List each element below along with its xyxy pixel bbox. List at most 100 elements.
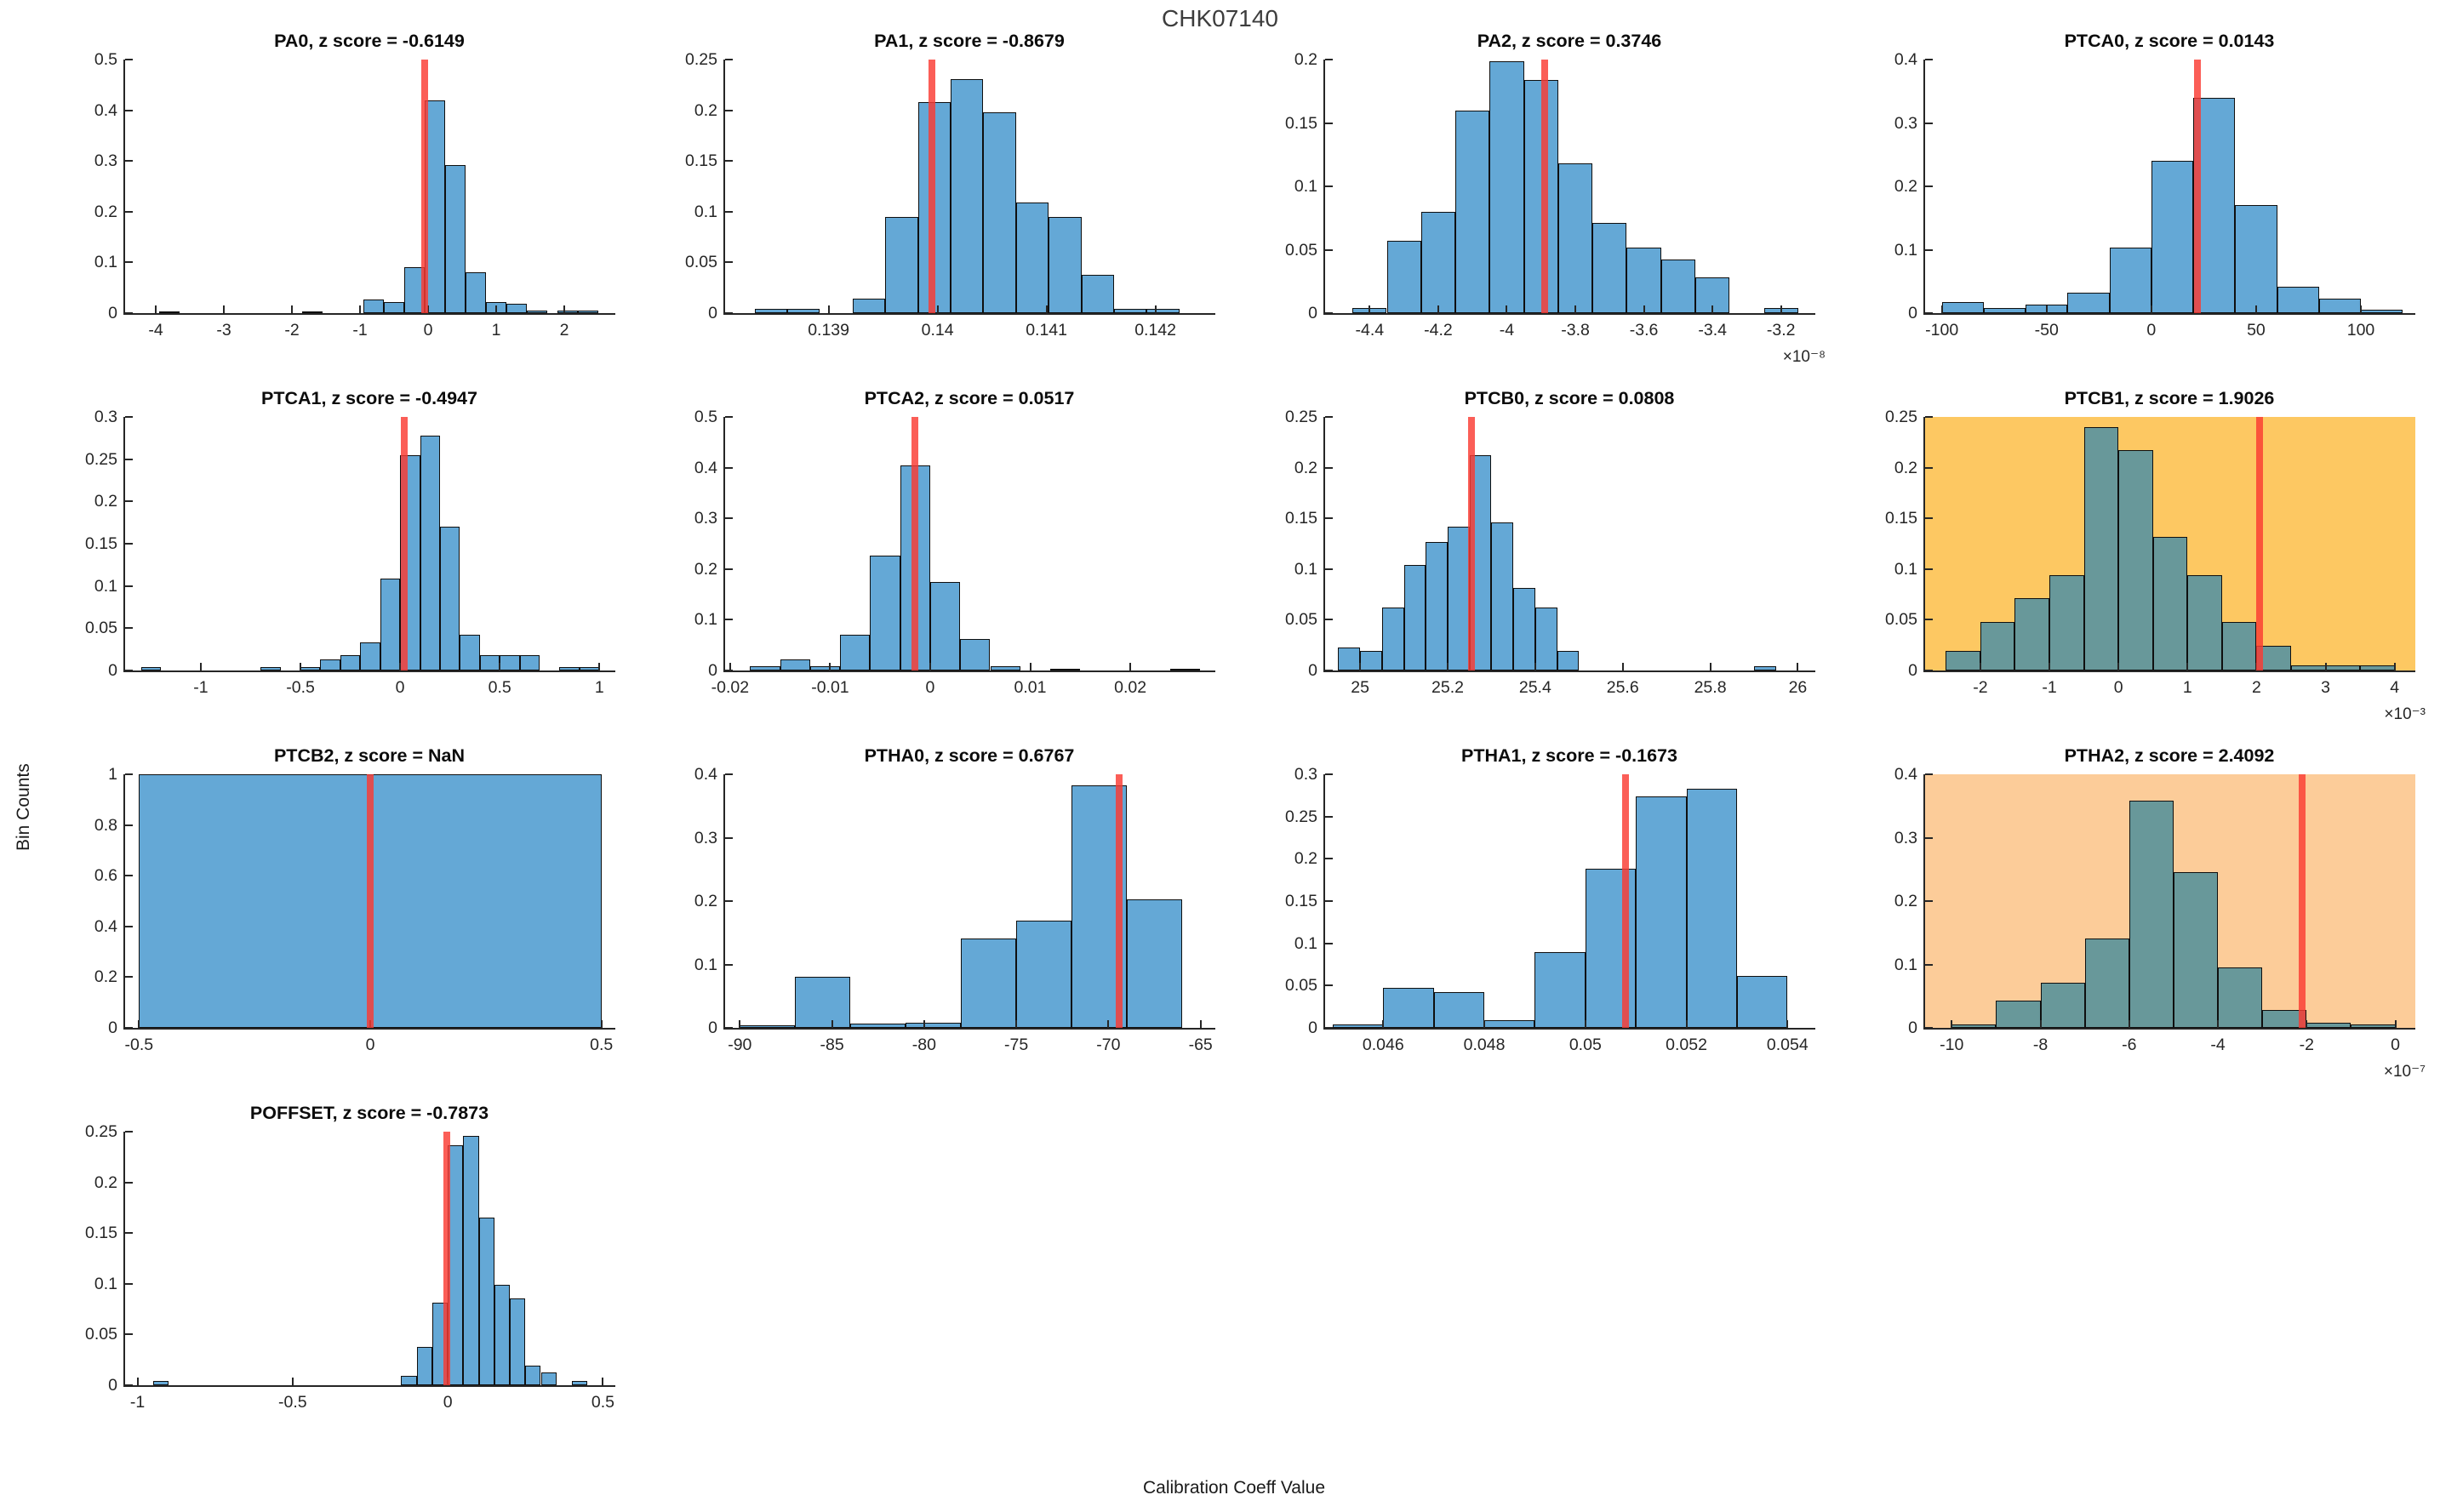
y-tick-label: 0.2 (1294, 849, 1317, 869)
y-tick-mark (1925, 619, 1933, 621)
y-tick-mark (1925, 416, 1933, 418)
y-tick-label: 0.05 (1885, 610, 1917, 630)
y-tick-label: 0.1 (694, 202, 717, 221)
histogram-bar (2118, 450, 2153, 670)
z-score-marker (400, 417, 408, 670)
histogram-bar (158, 311, 180, 313)
x-tick-label: -2 (2299, 1036, 2314, 1054)
y-tick-label: 0.1 (694, 610, 717, 630)
histogram-bar (1338, 647, 1361, 670)
y-tick-mark (125, 1131, 133, 1133)
y-tick-label: 0 (1908, 661, 1917, 680)
y-tick-label: 0.5 (94, 50, 117, 69)
x-tick-label: 100 (2346, 321, 2375, 339)
y-tick-mark (125, 210, 133, 213)
x-tick-mark (2039, 1020, 2042, 1028)
y-tick-label: 0.3 (94, 151, 117, 171)
y-tick-label: 0.2 (1894, 177, 1917, 196)
histogram-bar (300, 667, 321, 670)
histogram-bar (1736, 976, 1788, 1028)
y-tick-label: 0 (708, 1018, 717, 1037)
histogram-bar (1534, 608, 1557, 670)
plot-area: 0 0.1 0.2 0.3 0.4 0.5 -4 -3 -2 -1 0 1 2 (94, 50, 615, 339)
x-tick-label: 0.05 (1569, 1036, 1602, 1054)
histogram-bar (1941, 301, 1984, 313)
x-tick-mark (1940, 305, 1943, 313)
y-tick-mark (1325, 185, 1333, 187)
y-tick-mark (1925, 59, 1933, 60)
x-tick-mark (2117, 663, 2120, 670)
histogram-bar (1489, 60, 1524, 313)
x-tick-label: 0.14 (921, 321, 954, 339)
histogram-bar (852, 299, 886, 313)
histogram-bar (1081, 274, 1114, 313)
x-tick-mark (1045, 305, 1048, 313)
x-tick-label: 25.6 (1606, 678, 1639, 697)
subplot-title: PA1, z score = -0.8679 (874, 31, 1065, 51)
y-tick-label: 0.1 (94, 253, 117, 272)
y-tick-mark (125, 670, 133, 671)
histogram-bar (579, 667, 600, 670)
y-tick-label: 0.05 (85, 619, 117, 638)
z-score-marker (1116, 774, 1123, 1028)
histogram-bar (1592, 223, 1627, 313)
histogram-bar (1484, 1020, 1535, 1028)
y-tick-mark (1325, 416, 1333, 418)
subplot-title: PTHA0, z score = 0.6767 (864, 745, 1075, 766)
x-tick-label: -0.02 (711, 678, 750, 697)
y-tick-label: 0.25 (1285, 807, 1317, 826)
histogram-bar (786, 309, 820, 313)
y-tick-mark (125, 1384, 133, 1386)
histogram-bar (2290, 665, 2326, 670)
x-tick-label: 0.5 (488, 678, 511, 697)
x-tick-label: -3 (216, 321, 231, 339)
histogram-bar (1015, 203, 1049, 313)
x-tick-mark (136, 1378, 139, 1385)
y-tick-mark (725, 568, 733, 570)
y-tick-mark (1925, 963, 1933, 966)
z-score-marker (911, 417, 919, 670)
histogram-bar (1626, 247, 1661, 313)
x-tick-label: -10 (1940, 1036, 1964, 1054)
histogram-bar (1420, 211, 1456, 313)
x-tick-label: 0.5 (591, 1393, 614, 1412)
y-tick-label: 0.1 (694, 955, 717, 974)
x-tick-label: -0.01 (811, 678, 849, 697)
subplot-title: PTHA1, z score = -0.1673 (1461, 745, 1677, 766)
subplot-title: PTCA0, z score = 0.0143 (2064, 31, 2275, 51)
x-tick-label: 0.142 (1134, 321, 1176, 339)
x-tick-label: -0.5 (124, 1036, 154, 1054)
y-tick-mark (1325, 619, 1333, 621)
histogram-bar (1534, 951, 1586, 1028)
y-tick-mark (1925, 900, 1933, 902)
histogram-bar (754, 309, 787, 313)
plot-area: 0 0.1 0.2 0.3 0.4 0.5 -0.02 -0.01 0 0.01 0.02 (694, 408, 1215, 697)
x-tick-mark (929, 663, 931, 670)
y-tick-label: 0 (108, 1018, 117, 1037)
y-tick-mark (1325, 312, 1333, 314)
x-tick-mark (399, 663, 402, 670)
histogram-bar (1386, 241, 1421, 313)
x-tick-mark (300, 663, 302, 670)
histogram-bar (460, 635, 480, 670)
subplot-ptha1: PTHA1, z score = -0.1673 0 0.05 0.1 0.15 0.2 0… (1234, 733, 1834, 1091)
x-tick-mark (1780, 305, 1782, 313)
plot-area: 0 0.05 0.1 0.15 0.2 0.25 0.139 0.14 0.141 0.142 (685, 50, 1215, 339)
x-tick-label: -1 (129, 1393, 146, 1412)
y-tick-mark (125, 1232, 133, 1235)
y-tick-label: 0.2 (94, 492, 117, 511)
histogram-bar (1455, 110, 1490, 313)
y-tick-label: 0.6 (94, 866, 117, 886)
x-tick-label: -3.6 (1629, 321, 1659, 339)
y-tick-mark (1925, 312, 1933, 314)
x-tick-label: -50 (2034, 321, 2059, 339)
y-tick-label: 0.1 (1894, 955, 1917, 974)
y-tick-mark (125, 416, 133, 418)
y-tick-label: 0.15 (1885, 509, 1917, 528)
z-score-marker (1540, 60, 1548, 313)
y-tick-mark (125, 1181, 133, 1184)
x-tick-label: -1 (2042, 678, 2057, 697)
y-tick-label: 0.1 (1894, 559, 1917, 579)
y-tick-mark (725, 160, 733, 163)
x-tick-mark (2045, 305, 2048, 313)
